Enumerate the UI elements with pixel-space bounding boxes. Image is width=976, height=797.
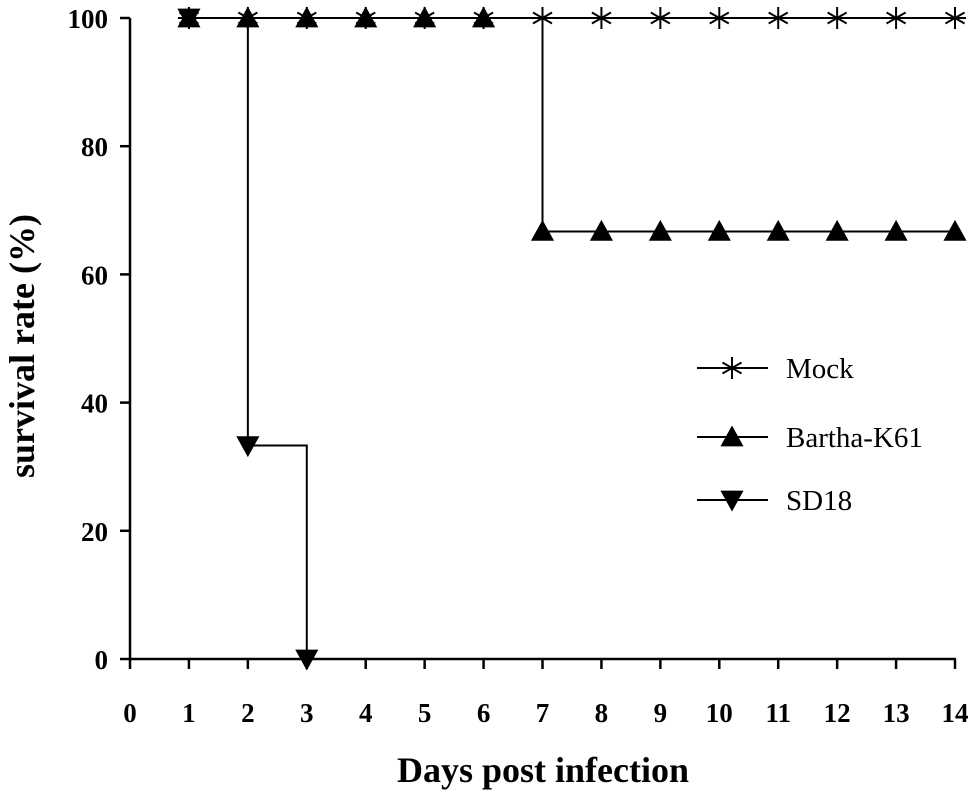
x-tick-label: 5 bbox=[418, 698, 432, 728]
data-point-bartha-k61 bbox=[884, 219, 908, 241]
y-tick-label: 100 bbox=[68, 4, 109, 34]
data-point-bartha-k61 bbox=[530, 219, 555, 241]
data-point-bartha-k61 bbox=[413, 6, 437, 28]
series-line-sd18 bbox=[188, 17, 308, 659]
y-tick-label: 60 bbox=[81, 260, 108, 290]
data-point-bartha-k61 bbox=[589, 219, 613, 241]
data-point-bartha-k61 bbox=[354, 6, 378, 28]
legend: Mock Bartha-K61 SD18 bbox=[697, 353, 923, 517]
series-line-bartha-k61 bbox=[188, 17, 955, 233]
x-tick-label: 7 bbox=[536, 698, 550, 728]
x-tick-label: 13 bbox=[883, 698, 910, 728]
y-tick-label: 80 bbox=[81, 132, 108, 162]
data-point-mock bbox=[708, 7, 731, 29]
data-point-bartha-k61 bbox=[825, 219, 849, 241]
data-point-mock bbox=[944, 7, 966, 29]
series-layer bbox=[177, 6, 967, 671]
legend-marker bbox=[720, 490, 744, 512]
data-point-bartha-k61 bbox=[236, 6, 260, 28]
x-tick-label: 3 bbox=[300, 698, 314, 728]
data-point-mock bbox=[885, 7, 908, 29]
x-tick-label: 4 bbox=[359, 698, 373, 728]
legend-label: Mock bbox=[786, 353, 854, 385]
data-point-bartha-k61 bbox=[648, 219, 672, 241]
x-tick-label: 14 bbox=[942, 698, 969, 728]
x-tick-label: 1 bbox=[182, 698, 196, 728]
legend-label: Bartha-K61 bbox=[786, 422, 923, 454]
y-tick-label: 20 bbox=[81, 517, 108, 547]
data-point-mock bbox=[767, 7, 790, 29]
y-axis-title: survival rate (%) bbox=[2, 214, 42, 478]
series-bartha-k61 bbox=[177, 6, 967, 241]
data-point-bartha-k61 bbox=[766, 219, 790, 241]
x-tick-label: 6 bbox=[477, 698, 491, 728]
data-point-sd18 bbox=[295, 649, 319, 671]
data-point-mock bbox=[649, 7, 672, 29]
x-tick-label: 0 bbox=[123, 698, 137, 728]
x-tick-label: 9 bbox=[654, 698, 668, 728]
data-point-mock bbox=[826, 7, 849, 29]
data-point-sd18 bbox=[236, 436, 260, 458]
x-tick-label: 11 bbox=[765, 698, 791, 728]
data-point-bartha-k61 bbox=[943, 219, 967, 241]
x-tick-label: 12 bbox=[824, 698, 851, 728]
x-axis-title: Days post infection bbox=[397, 750, 689, 790]
x-tick-label: 8 bbox=[595, 698, 609, 728]
y-tick-label: 40 bbox=[81, 389, 108, 419]
data-point-sd18 bbox=[177, 8, 201, 30]
x-tick-label: 2 bbox=[241, 698, 255, 728]
data-point-bartha-k61 bbox=[472, 6, 496, 28]
y-tick-label: 0 bbox=[95, 645, 109, 675]
data-point-bartha-k61 bbox=[707, 219, 731, 241]
series-sd18 bbox=[177, 8, 319, 671]
data-point-bartha-k61 bbox=[295, 6, 319, 28]
legend-marker bbox=[721, 357, 743, 379]
legend-marker bbox=[720, 425, 744, 447]
data-point-mock bbox=[590, 7, 613, 29]
legend-label: SD18 bbox=[786, 485, 852, 517]
x-tick-label: 10 bbox=[706, 698, 733, 728]
